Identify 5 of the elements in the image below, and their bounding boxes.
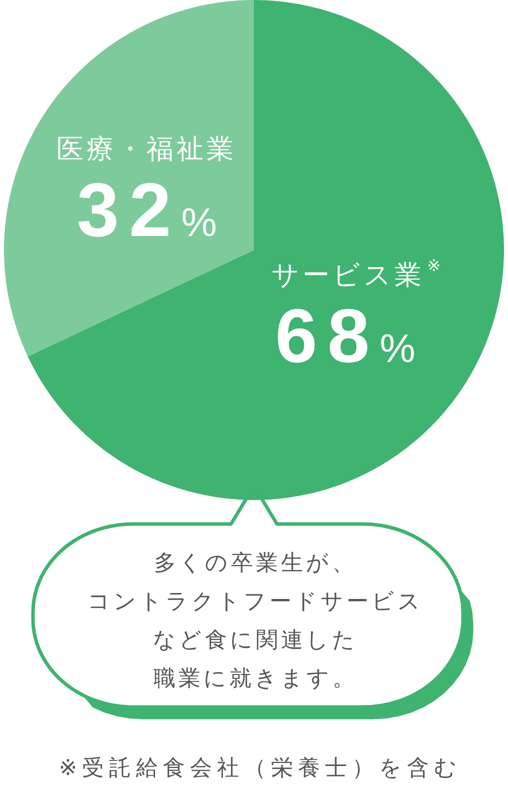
annotation: 多くの卒業生が、 (154, 549, 357, 574)
annotation: など食に関連した (153, 626, 358, 652)
annotation: ※受託給食会社（栄養士）を含む (58, 754, 462, 780)
annotation: 職業に就きます。 (154, 664, 358, 690)
annotation: コントラクトフードサービス (88, 588, 424, 613)
